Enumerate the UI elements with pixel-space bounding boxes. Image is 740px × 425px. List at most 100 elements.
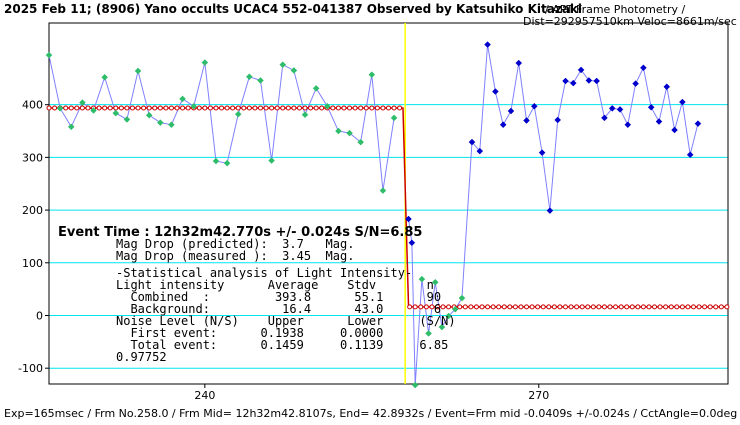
model-marker bbox=[96, 105, 102, 111]
model-marker bbox=[391, 105, 397, 111]
model-marker bbox=[590, 304, 596, 310]
data-point-green bbox=[168, 121, 175, 129]
model-marker bbox=[507, 304, 513, 310]
data-point-green bbox=[179, 95, 186, 103]
model-marker bbox=[713, 304, 719, 310]
data-point-blue bbox=[507, 107, 515, 115]
model-marker bbox=[674, 304, 680, 310]
x-tick-label: 240 bbox=[194, 389, 215, 402]
data-point-green bbox=[123, 116, 131, 123]
model-marker bbox=[652, 304, 658, 310]
data-point-green bbox=[431, 278, 439, 286]
model-marker bbox=[302, 105, 308, 111]
model-marker bbox=[718, 304, 724, 310]
data-point-green bbox=[438, 323, 446, 331]
model-marker bbox=[113, 105, 119, 111]
model-marker bbox=[202, 105, 208, 111]
model-marker bbox=[596, 304, 602, 310]
model-marker bbox=[274, 105, 280, 111]
data-point-green bbox=[246, 73, 253, 81]
model-marker bbox=[562, 304, 568, 310]
data-point-green bbox=[257, 77, 264, 84]
data-point-green bbox=[201, 59, 209, 66]
model-marker bbox=[635, 304, 641, 310]
model-marker bbox=[613, 304, 619, 310]
model-marker bbox=[629, 304, 635, 310]
data-point-green bbox=[134, 67, 142, 75]
model-marker bbox=[102, 105, 108, 111]
noise-extra-value: 0.97752 bbox=[116, 350, 167, 364]
stats-heading: -Statistical analysis of Light Intensity… bbox=[116, 266, 412, 280]
model-marker bbox=[257, 105, 263, 111]
model-marker bbox=[263, 105, 269, 111]
data-point-blue bbox=[405, 215, 412, 223]
model-marker bbox=[724, 304, 730, 310]
data-point-green bbox=[79, 99, 86, 106]
model-marker bbox=[168, 105, 174, 111]
model-marker bbox=[252, 105, 258, 111]
model-marker bbox=[185, 105, 191, 111]
model-marker bbox=[213, 105, 219, 111]
data-point-green bbox=[156, 119, 164, 126]
model-marker bbox=[135, 105, 141, 111]
model-marker bbox=[524, 304, 530, 310]
model-marker bbox=[224, 105, 230, 111]
data-point-blue bbox=[585, 77, 593, 84]
data-point-blue bbox=[515, 59, 523, 67]
model-marker bbox=[540, 304, 546, 310]
model-marker bbox=[679, 304, 685, 310]
y-tick-label: -100 bbox=[18, 362, 43, 375]
mag-drop-measured: Mag Drop (measured ): 3.45 Mag. bbox=[116, 249, 354, 263]
data-point-blue bbox=[499, 121, 507, 129]
data-point-green bbox=[411, 381, 419, 389]
model-marker bbox=[646, 304, 652, 310]
model-marker bbox=[296, 105, 302, 111]
model-marker bbox=[141, 105, 147, 111]
model-marker bbox=[618, 304, 624, 310]
model-marker bbox=[397, 105, 403, 111]
stats-background: Background: 16.4 43.0 6 bbox=[116, 302, 441, 316]
model-marker bbox=[457, 304, 463, 310]
data-point-blue bbox=[686, 151, 694, 159]
stats-combined: Combined : 393.8 55.1 90 bbox=[116, 290, 441, 304]
model-marker bbox=[518, 304, 524, 310]
series-connector bbox=[408, 44, 699, 386]
y-tick-label: 300 bbox=[22, 151, 43, 164]
data-point-green bbox=[346, 129, 353, 137]
y-tick-label: 400 bbox=[22, 99, 43, 112]
data-point-blue bbox=[569, 79, 577, 87]
model-marker bbox=[207, 105, 213, 111]
data-point-blue bbox=[640, 64, 647, 72]
model-marker bbox=[501, 304, 507, 310]
data-point-green bbox=[323, 102, 331, 110]
model-marker bbox=[690, 304, 696, 310]
model-marker bbox=[551, 304, 557, 310]
model-marker bbox=[685, 304, 691, 310]
model-marker bbox=[174, 105, 180, 111]
model-marker bbox=[246, 105, 252, 111]
model-marker bbox=[124, 105, 130, 111]
app-label: / APT-Frame Photometry / bbox=[545, 3, 686, 16]
data-point-blue bbox=[523, 117, 530, 124]
axis-ticks: -100 0 100 200 300 400 240 270 bbox=[18, 99, 549, 402]
chart-title: 2025 Feb 11; (8906) Yano occults UCAC4 5… bbox=[4, 2, 582, 16]
noise-total-event: Total event: 0.1459 0.1139 6.85 bbox=[116, 338, 448, 352]
model-marker bbox=[574, 304, 580, 310]
model-marker bbox=[440, 304, 446, 310]
model-marker bbox=[107, 105, 113, 111]
data-point-blue bbox=[655, 118, 663, 125]
model-marker bbox=[341, 105, 347, 111]
model-marker bbox=[230, 105, 236, 111]
model-marker bbox=[352, 105, 358, 111]
model-marker bbox=[358, 105, 364, 111]
model-marker bbox=[363, 105, 369, 111]
model-marker bbox=[446, 304, 452, 310]
data-point-green bbox=[90, 107, 97, 114]
model-marker bbox=[418, 304, 424, 310]
data-points bbox=[45, 41, 702, 389]
data-point-blue bbox=[671, 126, 678, 134]
event-time: Event Time : 12h32m42.770s +/- 0.024s S/… bbox=[58, 225, 422, 240]
model-marker bbox=[657, 304, 663, 310]
model-marker bbox=[79, 105, 85, 111]
data-point-green bbox=[458, 294, 466, 302]
